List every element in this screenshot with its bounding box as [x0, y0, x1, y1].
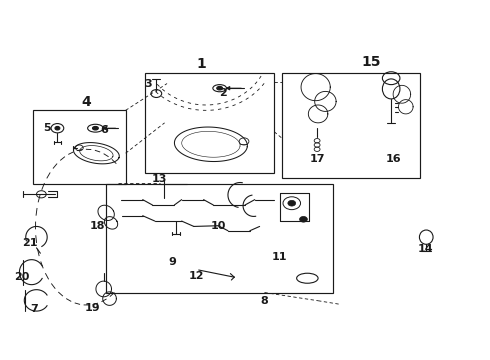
Text: 8: 8 [261, 296, 269, 306]
Bar [145, 73, 274, 173]
Bar [106, 184, 333, 293]
Text: 16: 16 [386, 154, 401, 164]
Text: 7: 7 [31, 303, 38, 314]
Ellipse shape [217, 86, 222, 90]
Text: 18: 18 [90, 221, 106, 231]
Text: 17: 17 [309, 154, 325, 164]
Text: 11: 11 [271, 252, 287, 262]
Text: 19: 19 [85, 303, 101, 313]
Text: 20: 20 [14, 272, 29, 282]
Text: 9: 9 [168, 257, 176, 267]
Text: 1: 1 [196, 57, 206, 71]
Text: 12: 12 [189, 271, 204, 282]
Text: 14: 14 [417, 244, 433, 253]
Text: 13: 13 [152, 174, 168, 184]
Ellipse shape [93, 126, 98, 130]
Text: 10: 10 [211, 221, 226, 231]
Circle shape [55, 126, 60, 130]
Bar [33, 111, 125, 184]
Text: 6: 6 [100, 125, 108, 135]
Text: 3: 3 [145, 78, 152, 89]
Circle shape [299, 216, 307, 222]
Text: 2: 2 [219, 88, 227, 98]
Text: 4: 4 [82, 95, 92, 109]
Text: 5: 5 [43, 123, 50, 133]
Text: 15: 15 [362, 55, 381, 69]
Bar [282, 73, 420, 178]
Text: 21: 21 [22, 238, 37, 248]
Circle shape [288, 201, 295, 206]
